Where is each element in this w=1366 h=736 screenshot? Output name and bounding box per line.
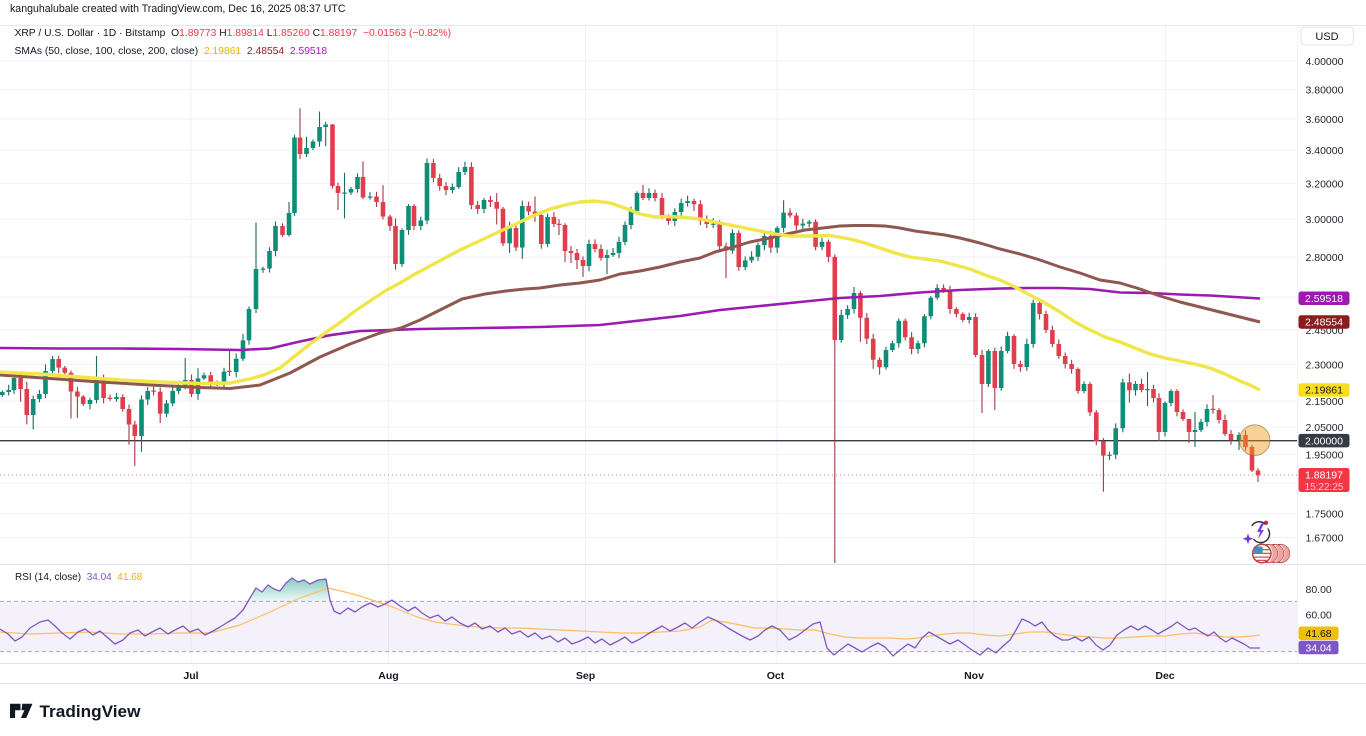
- svg-text:60.00: 60.00: [1306, 609, 1332, 621]
- svg-text:3.80000: 3.80000: [1306, 84, 1344, 96]
- svg-text:80.00: 80.00: [1306, 584, 1332, 596]
- svg-text:15:22:25: 15:22:25: [1305, 482, 1344, 493]
- svg-text:Aug: Aug: [378, 670, 398, 682]
- svg-text:Dec: Dec: [1155, 670, 1174, 682]
- svg-text:1.88197: 1.88197: [1305, 470, 1343, 482]
- svg-text:2.15000: 2.15000: [1306, 396, 1344, 408]
- svg-text:2.00000: 2.00000: [1305, 435, 1343, 447]
- svg-text:2.19861: 2.19861: [1305, 385, 1343, 397]
- svg-text:1.67000: 1.67000: [1306, 532, 1344, 544]
- svg-text:3.40000: 3.40000: [1306, 145, 1344, 157]
- svg-text:1.75000: 1.75000: [1306, 508, 1344, 520]
- svg-text:Nov: Nov: [964, 670, 984, 682]
- svg-text:2.59518: 2.59518: [1305, 293, 1343, 305]
- svg-text:Oct: Oct: [767, 670, 785, 682]
- svg-text:41.68: 41.68: [1305, 628, 1331, 640]
- svg-text:1.95000: 1.95000: [1306, 449, 1344, 461]
- svg-text:Jul: Jul: [183, 670, 198, 682]
- svg-text:4.00000: 4.00000: [1306, 56, 1344, 68]
- svg-text:3.20000: 3.20000: [1306, 178, 1344, 190]
- svg-text:34.04: 34.04: [1305, 642, 1331, 654]
- svg-text:3.60000: 3.60000: [1306, 114, 1344, 126]
- svg-text:2.05000: 2.05000: [1306, 422, 1344, 434]
- svg-text:TradingView: TradingView: [40, 703, 141, 721]
- svg-text:2.48554: 2.48554: [1305, 317, 1343, 329]
- svg-text:Sep: Sep: [576, 670, 595, 682]
- svg-text:2.30000: 2.30000: [1306, 359, 1344, 371]
- svg-text:USD: USD: [1315, 31, 1338, 43]
- svg-text:2.80000: 2.80000: [1306, 252, 1344, 264]
- svg-text:3.00000: 3.00000: [1306, 214, 1344, 226]
